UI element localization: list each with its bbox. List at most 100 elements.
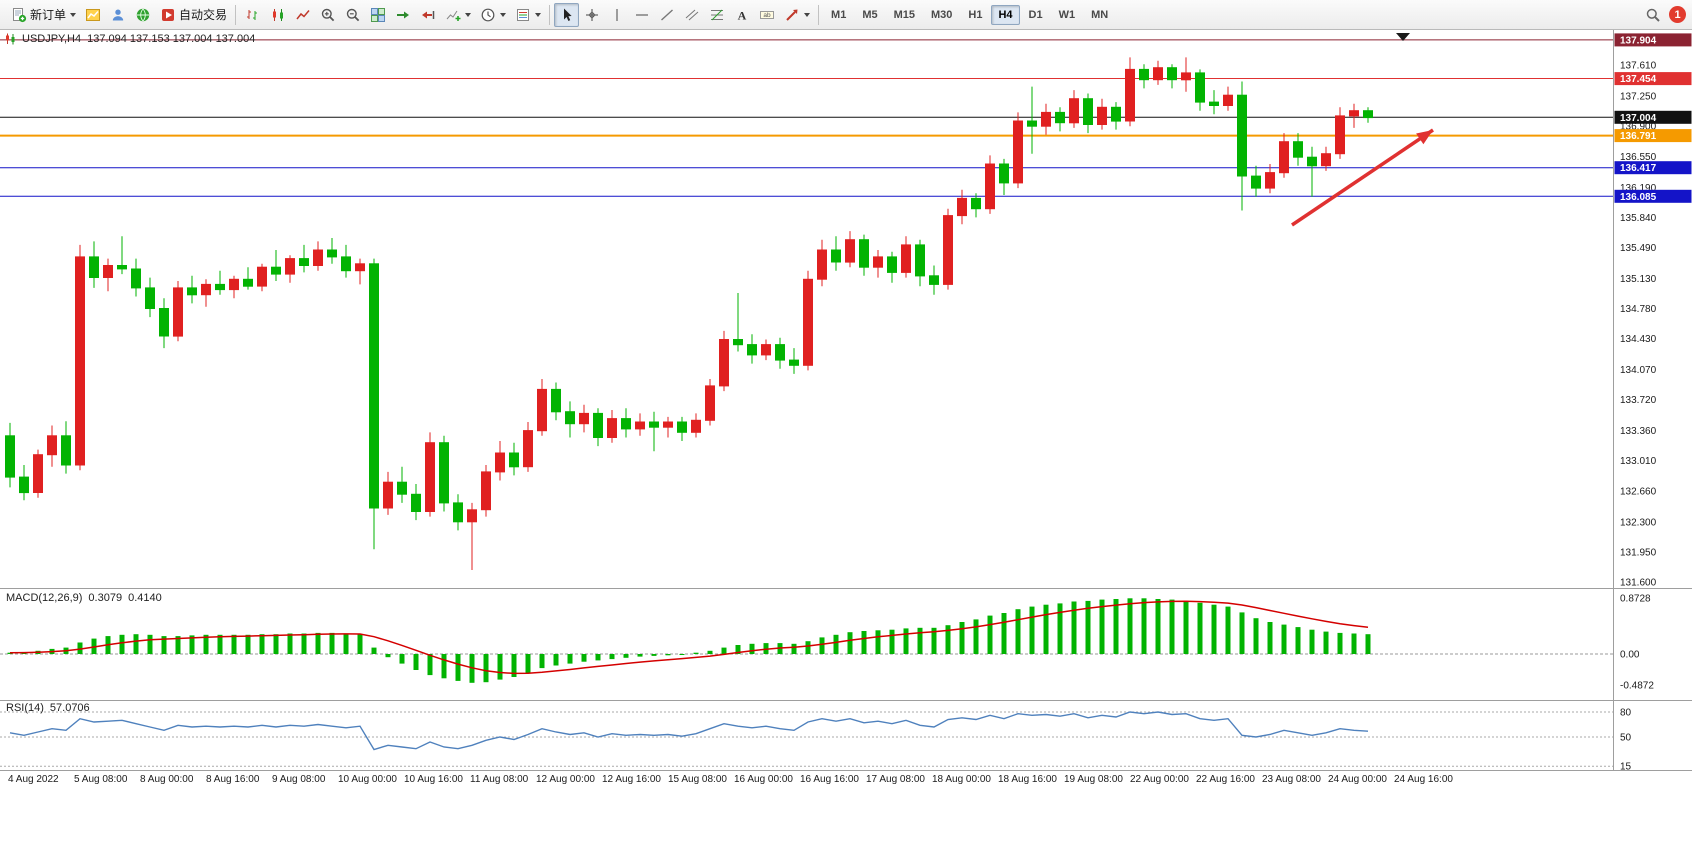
chart-window[interactable]: 137.610 137.250 136.900 136.550 136.190 135.8… [0,30,1692,851]
candle [369,258,379,550]
price-badge: 136.085 [1614,189,1692,203]
profiles-button[interactable] [105,3,130,27]
trendline-button[interactable] [654,3,679,27]
price-tick-label: 137.250 [1620,92,1657,103]
time-axis-label: 16 Aug 16:00 [800,774,859,785]
zoom-in-button[interactable] [315,3,340,27]
time-axis-label: 19 Aug 08:00 [1064,774,1123,785]
trend-arrow-annotation[interactable] [1291,128,1434,227]
price-badge: 137.004 [1614,110,1692,124]
hline-button[interactable] [629,3,654,27]
candle [663,416,673,438]
timeframe-h1[interactable]: H1 [968,8,983,21]
candle [89,241,99,288]
candle [887,251,897,283]
time-axis-label: 15 Aug 08:00 [668,774,727,785]
candle [817,239,827,287]
autotrading-button[interactable]: 自动交易 [155,3,231,27]
candle [565,401,575,438]
candlestick-button[interactable] [265,3,290,27]
candle [47,425,57,467]
candle [187,275,197,304]
channel-button[interactable] [679,3,704,27]
timeframe-h4[interactable]: H4 [991,4,1020,25]
candle [1223,86,1233,111]
timeframe-m15[interactable]: M15 [893,8,915,21]
tile-windows-button[interactable] [365,3,390,27]
macd-panel: 0.8728 0.00 -0.4872 [0,594,1654,692]
bar-chart-button[interactable] [240,3,265,27]
timeframe-m30[interactable]: M30 [931,8,953,21]
arrows-button[interactable] [779,3,814,27]
candle [593,408,603,447]
new-order-button[interactable]: 新订单 [6,3,80,27]
candle [327,238,337,264]
candle [19,465,29,501]
price-tick-label: 136.190 [1620,183,1657,194]
timeframe-d1[interactable]: D1 [1028,8,1043,21]
auto-scroll-icon [394,6,411,23]
time-axis[interactable]: 4 Aug 2022 5 Aug 08:00 8 Aug 00:00 8 Aug 16… [8,774,1453,785]
crosshair-button[interactable] [579,3,604,27]
timeframe-m1[interactable]: M1 [831,8,847,21]
text-label-button[interactable]: ab [754,3,779,27]
timeframe-m5[interactable]: M5 [862,8,878,21]
price-tick-label: 133.010 [1620,456,1657,467]
toolbar-separator [549,4,551,25]
vline-button[interactable] [604,3,629,27]
rsi-value: 57.0706 [49,702,90,714]
timeframe-w1[interactable]: W1 [1058,8,1076,21]
search-button[interactable] [1640,3,1665,27]
price-axis[interactable]: 137.610 137.250 136.900 136.550 136.190 135.8… [1614,33,1692,589]
line-chart-button[interactable] [290,3,315,27]
chart-shift-button[interactable] [415,3,440,27]
price-tick-label: 132.660 [1620,486,1657,497]
candle [1195,69,1205,111]
auto-scroll-button[interactable] [390,3,415,27]
candle [831,236,841,271]
time-axis-label: 12 Aug 00:00 [536,774,595,785]
zoom-out-button[interactable] [340,3,365,27]
candle [103,258,113,292]
chart-shift-icon [419,6,436,23]
scroll-to-end-marker[interactable] [1396,33,1410,41]
candle [579,404,589,433]
candle [677,416,687,441]
market-watch-button[interactable] [130,3,155,27]
price-tick-label: 136.900 [1620,122,1657,133]
candle [1237,81,1247,211]
toolbar-separator [235,4,237,25]
indicators-button[interactable] [440,3,475,27]
price-tick-label: 133.360 [1620,426,1657,437]
candle [243,267,253,290]
crosshair-icon [583,6,600,23]
cursor-button[interactable] [554,2,580,27]
text-button[interactable]: A [729,3,754,27]
candle [1209,90,1219,115]
rsi-title: RSI(14) [6,702,44,714]
candle [607,410,617,443]
candle [1055,107,1065,132]
candle [145,277,155,318]
new-chart-icon [84,6,101,23]
time-axis-label: 24 Aug 16:00 [1394,774,1453,785]
candle [719,330,729,392]
candle [495,441,505,481]
candle [341,244,351,278]
candle [1111,102,1121,130]
chart-ohlc-header: USDJPY,H4 137.094 137.153 137.004 137.00… [5,33,255,45]
fibonacci-button[interactable] [704,3,729,27]
periods-button[interactable] [475,3,510,27]
candle [845,231,855,268]
candle [1307,146,1317,197]
candle [537,379,547,436]
rsi-panel: 80 50 15 [0,708,1632,773]
new-chart-button[interactable] [80,3,105,27]
price-chart[interactable]: 137.610 137.250 136.900 136.550 136.190 135.8… [0,30,1692,851]
templates-button[interactable] [510,3,545,27]
indicators-icon [444,6,461,23]
timeframe-mn[interactable]: MN [1091,8,1109,21]
candle [929,265,939,295]
candle [285,255,295,283]
notifications-badge[interactable]: 1 [1669,6,1686,23]
